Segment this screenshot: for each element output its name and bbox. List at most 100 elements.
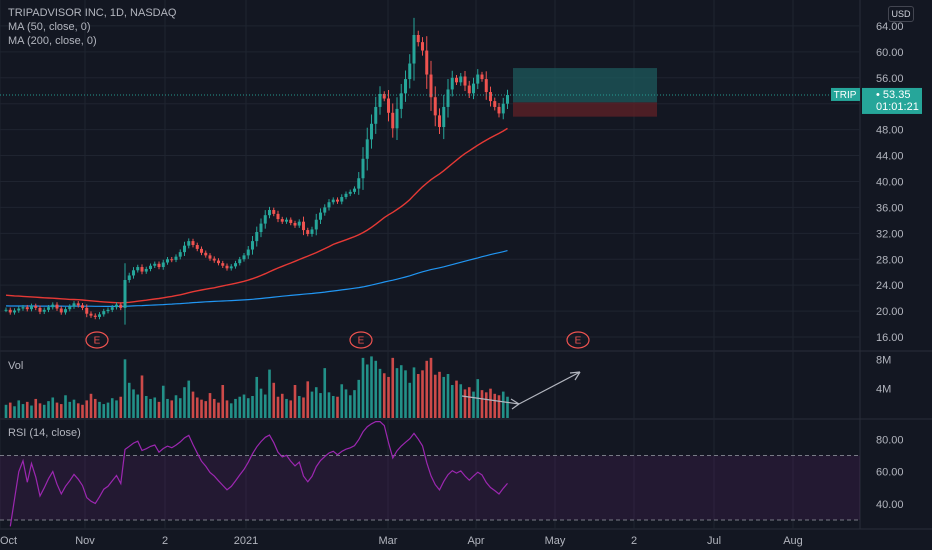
candle-body	[234, 263, 237, 267]
candle-body	[242, 255, 246, 260]
candle-body	[21, 307, 25, 309]
volume-bar	[493, 393, 497, 418]
candle-body	[221, 263, 225, 266]
candle-body	[319, 212, 322, 220]
candle-body	[297, 221, 301, 226]
ma50-line	[5, 127, 508, 304]
volume-bar	[17, 400, 21, 418]
candle-body	[285, 219, 288, 222]
volume-bar	[85, 400, 89, 418]
candle-body	[8, 309, 12, 313]
candle-body	[306, 230, 310, 234]
price-tag-symbol-box	[831, 87, 860, 101]
volume-projection-arrowhead	[569, 371, 581, 381]
candle-body	[506, 94, 509, 104]
candle-body	[472, 83, 475, 94]
candle-body	[365, 139, 369, 159]
candle-body	[123, 280, 127, 308]
price-tick-label: 40.00	[876, 176, 904, 188]
earnings-marker-label: E	[358, 336, 365, 347]
volume-bar	[361, 357, 365, 418]
candle-body	[93, 315, 97, 317]
candle-body	[399, 93, 403, 109]
volume-bar	[225, 400, 229, 418]
target-zone	[513, 68, 657, 103]
volume-bar	[297, 396, 301, 418]
candle-body	[72, 303, 76, 307]
volume-bar	[149, 398, 152, 418]
rsi-band-fill	[0, 455, 860, 520]
volume-bar	[374, 360, 378, 418]
rsi-tick-label: 40.00	[876, 499, 904, 511]
volume-bar	[144, 396, 148, 418]
volume-bar	[136, 394, 140, 418]
volume-bar	[455, 380, 458, 418]
volume-bar	[489, 388, 492, 418]
candle-body	[208, 255, 212, 259]
candle-body	[59, 308, 63, 313]
candle-body	[323, 207, 327, 213]
time-tick-label: Apr	[467, 535, 484, 547]
candle-body	[102, 311, 106, 315]
price-tick-label: 20.00	[876, 306, 904, 318]
candle-body	[344, 193, 348, 198]
volume-bar	[234, 398, 237, 418]
volume-bar	[353, 390, 356, 418]
volume-bar	[378, 368, 382, 418]
candle-body	[174, 256, 178, 260]
volume-bar	[408, 382, 412, 418]
time-tick-label: Oct	[0, 535, 17, 547]
volume-bar	[357, 379, 361, 418]
volume-bar	[34, 398, 38, 418]
candle-body	[89, 313, 93, 316]
volume-bar	[229, 403, 233, 418]
volume-bar	[93, 398, 97, 418]
candle-body	[493, 101, 497, 107]
volume-bar	[8, 402, 12, 418]
volume-bar	[399, 365, 403, 418]
volume-bar	[21, 404, 25, 418]
candle-body	[378, 93, 382, 107]
volume-trend-arrowhead	[510, 398, 520, 410]
volume-projection-arrow	[518, 371, 581, 405]
candle-body	[450, 77, 454, 90]
volume-bar	[442, 376, 446, 418]
volume-bar	[178, 398, 182, 418]
rsi-legend: RSI (14, close)	[8, 427, 81, 439]
volume-bar	[272, 382, 276, 418]
volume-bar	[280, 393, 284, 418]
volume-bar	[336, 396, 339, 418]
rsi-line	[9, 421, 508, 527]
price-tag-price: • 53.35	[876, 89, 910, 101]
volume-bar	[246, 398, 250, 418]
currency-badge[interactable]: USD	[888, 6, 914, 22]
candle-body	[357, 178, 361, 189]
volume-bar	[463, 389, 467, 418]
candle-body	[438, 115, 441, 128]
volume-bar	[438, 371, 441, 418]
volume-bar	[497, 395, 501, 418]
price-tick-label: 28.00	[876, 254, 904, 266]
volume-trend-line	[461, 395, 520, 405]
volume-bar	[306, 381, 310, 418]
volume-bar	[370, 356, 373, 418]
volume-bar	[242, 394, 246, 418]
volume-bar	[212, 398, 216, 418]
volume-bar	[302, 397, 305, 418]
candle-body	[187, 241, 191, 246]
candle-body	[251, 241, 254, 250]
ma50-legend: MA (50, close, 0)	[8, 21, 91, 33]
volume-bar	[365, 364, 369, 418]
candle-body	[42, 309, 46, 312]
volume-bar	[55, 402, 59, 418]
candle-body	[425, 50, 429, 75]
volume-bar	[319, 393, 322, 418]
candle-body	[55, 304, 59, 309]
volume-bar	[238, 396, 242, 418]
price-tick-label: 60.00	[876, 47, 904, 59]
volume-bar	[110, 398, 114, 418]
candle-body	[408, 63, 412, 80]
volume-bar	[484, 392, 488, 418]
rsi-tick-label: 60.00	[876, 467, 904, 479]
